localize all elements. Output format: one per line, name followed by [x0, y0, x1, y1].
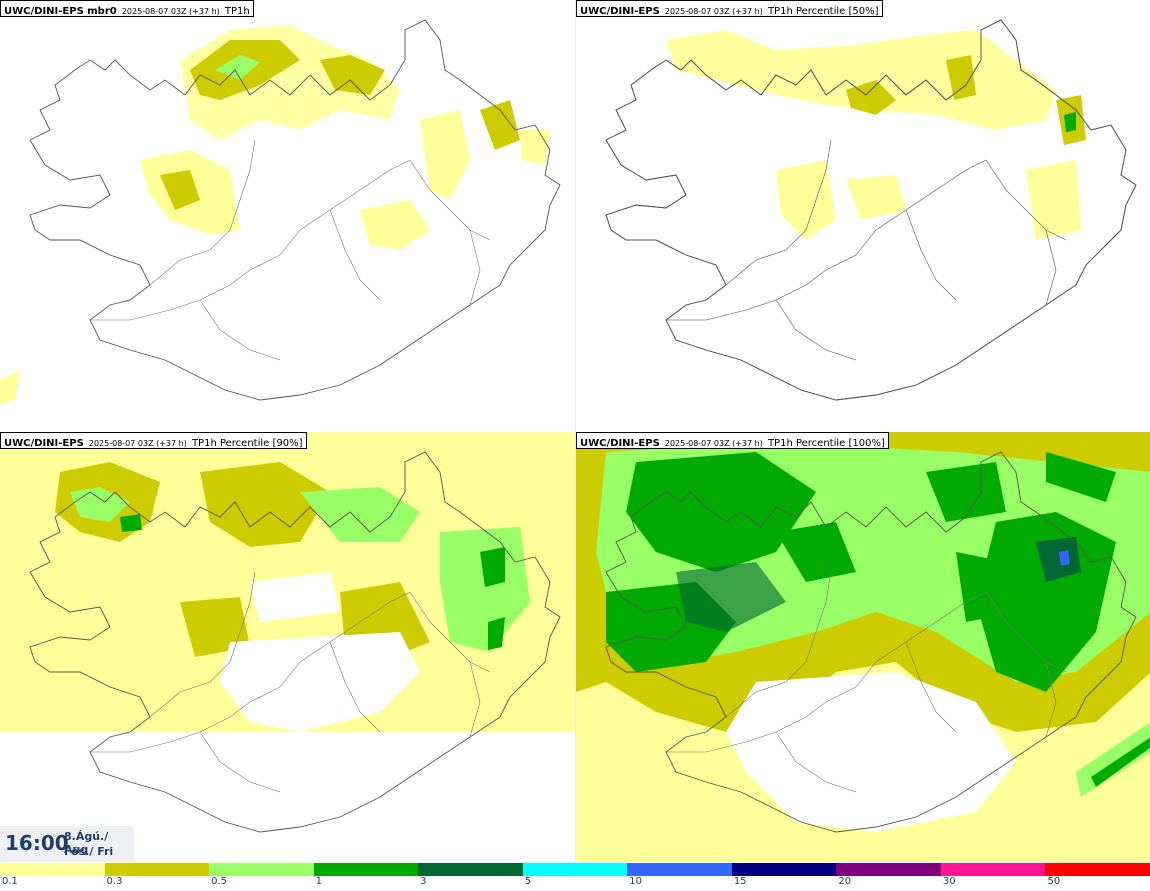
precip-map [576, 432, 1150, 862]
parameter-label: TP1h Percentile [50%] [767, 6, 879, 17]
run-time: 2025-08-07 03Z (+37 h) [88, 439, 187, 448]
panel-title: UWC/DINI-EPS 2025-08-07 03Z (+37 h) TP1h… [0, 432, 307, 449]
color-scale-segment [1045, 863, 1150, 876]
parameter-label: TP1h Percentile [100%] [767, 438, 885, 449]
color-scale-label: 15 [733, 876, 747, 887]
map-panel-p100: UWC/DINI-EPS 2025-08-07 03Z (+37 h) TP1h… [576, 432, 1150, 862]
model-name: UWC/DINI-EPS [580, 438, 660, 449]
color-scale-label: 30 [942, 876, 956, 887]
precip-map [0, 19, 561, 405]
valid-date: 8.Ágú./ Aug [64, 830, 109, 856]
map-panel-p50: UWC/DINI-EPS 2025-08-07 03Z (+37 h) TP1h… [576, 0, 1150, 430]
panel-title: UWC/DINI-EPS mbr0 2025-08-07 03Z (+37 h)… [0, 0, 254, 17]
color-scale-label: 5 [524, 876, 532, 887]
color-scale-segment [0, 863, 105, 876]
color-scale-label: 0.1 [2, 876, 18, 887]
map-panel-mbr0: UWC/DINI-EPS mbr0 2025-08-07 03Z (+37 h)… [0, 0, 575, 430]
color-scale-label: 0.5 [211, 876, 227, 887]
model-name: UWC/DINI-EPS mbr0 [4, 6, 117, 17]
color-scale-label: 10 [629, 876, 642, 887]
color-scale-segment [104, 863, 210, 876]
color-scale-label: 1 [315, 876, 322, 887]
valid-time: 16:00 [5, 831, 69, 855]
color-scale-segment [836, 863, 941, 876]
parameter-label: TP1h [224, 6, 250, 17]
color-scale-segment [940, 863, 1046, 876]
run-time: 2025-08-07 03Z (+37 h) [664, 439, 763, 448]
parameter-label: TP1h Percentile [90%] [191, 438, 303, 449]
model-name: UWC/DINI-EPS [4, 438, 84, 449]
color-scale-segment [209, 863, 314, 876]
panel-divider [575, 0, 576, 861]
precip-map [605, 19, 1137, 401]
precip-map [0, 432, 575, 833]
run-time: 2025-08-07 03Z (+37 h) [664, 7, 763, 16]
color-scale-label: 3 [420, 876, 427, 887]
valid-day: Fös./ Fri [64, 845, 114, 858]
panel-title: UWC/DINI-EPS 2025-08-07 03Z (+37 h) TP1h… [576, 0, 883, 17]
model-name: UWC/DINI-EPS [580, 6, 660, 17]
color-scale-bar [0, 863, 1150, 876]
map-panel-p90: UWC/DINI-EPS 2025-08-07 03Z (+37 h) TP1h… [0, 432, 575, 862]
color-scale-segment [731, 863, 837, 876]
run-time: 2025-08-07 03Z (+37 h) [121, 7, 220, 16]
color-scale-label: 20 [838, 876, 852, 887]
color-scale-segment [313, 863, 419, 876]
color-scale-segment [418, 863, 523, 876]
color-scale-segment [627, 863, 732, 876]
color-scale-label: 0.3 [106, 876, 123, 887]
panel-title: UWC/DINI-EPS 2025-08-07 03Z (+37 h) TP1h… [576, 432, 889, 449]
color-scale-label: 50 [1047, 876, 1061, 887]
valid-time-box: 16:00 8.Ágú./ Aug Fös./ Fri [0, 826, 134, 862]
color-scale-labels: 0.1 0.3 0.5 1 3 5 10 15 20 30 50 [0, 876, 1150, 890]
color-scale-segment [522, 863, 628, 876]
